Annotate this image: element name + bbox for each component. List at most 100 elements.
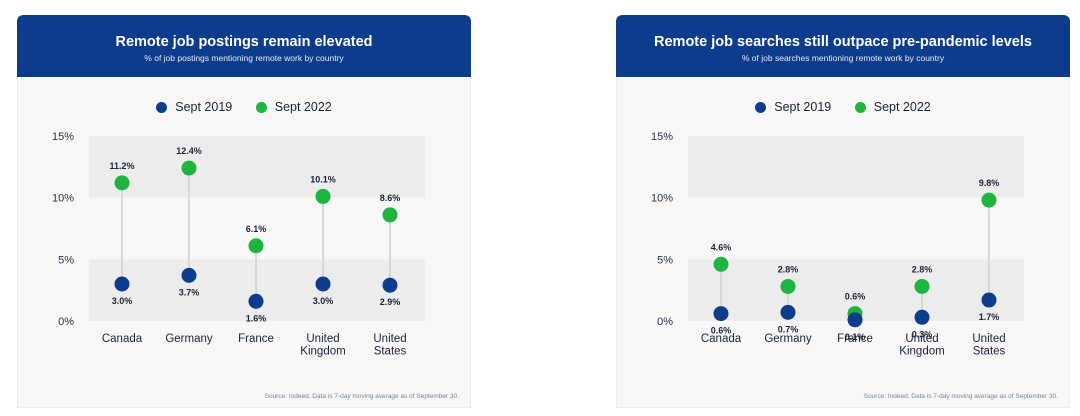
point-sept-2022 [382,207,398,223]
data-label-sept-2019: 2.9% [380,297,401,307]
dumbbell-france: 6.1% 1.6% France [238,224,274,345]
x-category-label-line: Germany [165,333,213,345]
point-sept-2019 [114,276,130,292]
legend-item-sept-2019: Sept 2019 [755,100,831,114]
x-category-label-line: Canada [102,333,143,345]
data-label-sept-2019: 0.6% [711,326,732,336]
dumbbell-canada: 4.6% 0.6%Canada [701,242,742,345]
data-label-sept-2019: 0.3% [912,329,933,339]
x-category-label: France [837,333,873,345]
dumbbell-germany: 12.4% 3.7% Germany [165,146,213,345]
y-tick-label: 10% [651,193,673,205]
chart-card-postings: Remote job postings remain elevated % of… [17,15,471,408]
point-sept-2022 [780,278,796,294]
source-note: Source: Indeed. Data is 7-day moving ave… [264,393,459,400]
data-label-sept-2022: 2.8% [912,264,933,274]
x-category-label-line: United [972,333,1005,345]
legend-marker-sept-2022 [854,101,866,113]
dumbbell-united-kingdom: 2.8% 0.3%United Kingdom [899,264,944,357]
data-label-sept-2022: 9.8% [979,178,1000,188]
point-sept-2022 [914,278,930,294]
legend-marker-sept-2022 [255,101,267,113]
chart-card-searches: Remote job searches still outpace pre-pa… [616,15,1070,408]
point-sept-2022 [713,256,729,272]
data-label-sept-2022: 4.6% [711,242,732,252]
band-10-15 [89,136,425,198]
x-category-label: United Kingdom [300,333,345,358]
y-axis-ticks: 0% 5% 10% 15% [52,131,74,328]
x-category-label: United States [972,333,1005,358]
x-category-label: Germany [165,333,213,345]
legend-label: Sept 2022 [274,100,332,114]
x-category-label: United Kingdom [899,333,944,358]
legend-label: Sept 2019 [175,100,233,114]
point-sept-2022 [114,175,130,191]
legend-item-sept-2019: Sept 2019 [156,100,232,114]
chart-legend: Sept 2019 Sept 2022 [17,100,471,116]
point-sept-2019 [382,277,398,293]
y-tick-label: 10% [52,193,74,205]
x-category-label-line: Kingdom [300,346,345,358]
source-note: Source: Indeed. Data is 7-day moving ave… [863,393,1058,400]
data-label-sept-2022: 0.6% [845,292,866,302]
data-label-sept-2019: 0.7% [778,324,799,334]
x-category-label: Germany [764,333,812,345]
x-category-label-line: States [973,346,1006,358]
x-category-label-line: France [238,333,274,345]
x-category-label-line: Kingdom [899,346,944,358]
legend-marker-sept-2019 [156,101,168,113]
data-label-sept-2019: 3.0% [112,296,133,306]
chart-title: Remote job postings remain elevated [115,34,373,50]
chart-legend: Sept 2019 Sept 2022 [616,100,1070,116]
x-category-label: Canada [701,333,742,345]
data-label-sept-2022: 2.8% [778,264,799,274]
legend-label: Sept 2019 [774,100,832,114]
point-sept-2019 [713,306,729,322]
point-sept-2022 [248,238,264,254]
data-label-sept-2019: 0.1% [845,332,866,342]
y-tick-label: 15% [52,131,74,143]
band-10-15 [688,136,1024,198]
legend-item-sept-2022: Sept 2022 [255,100,332,114]
data-label-sept-2019: 1.7% [979,312,1000,322]
x-category-label-line: Canada [701,333,742,345]
point-sept-2022 [315,188,331,204]
dumbbell-plot-postings: 0% 5% 10% 15% 11.2% 3.0% Canada 12.4% 3.7% German… [52,131,425,358]
data-label-sept-2019: 3.7% [179,287,200,297]
chart-header: Remote job postings remain elevated % of… [17,15,471,77]
x-category-label: Canada [102,333,143,345]
x-category-label: France [238,333,274,345]
point-sept-2022 [181,160,197,176]
x-category-label-line: United [905,333,938,345]
legend-marker-sept-2019 [755,101,767,113]
y-tick-label: 5% [58,254,74,266]
data-label-sept-2022: 8.6% [380,193,401,203]
x-category-label-line: France [837,333,873,345]
chart-header: Remote job searches still outpace pre-pa… [616,15,1070,77]
point-sept-2019 [248,293,264,309]
legend-item-sept-2022: Sept 2022 [854,100,931,114]
y-tick-label: 0% [657,316,673,328]
y-axis-ticks: 0% 5% 10% 15% [651,131,673,328]
data-label-sept-2019: 3.0% [313,296,334,306]
x-category-label-line: Germany [764,333,812,345]
point-sept-2019 [780,304,796,320]
dumbbell-france: 0.6% 0.1%France [837,292,873,345]
x-category-label: United States [373,333,406,358]
data-label-sept-2022: 6.1% [246,224,267,234]
dumbbell-plot-searches: 0%5%10%15%4.6%0.6%Canada2.8%0.7%Germany0… [651,131,1024,358]
dumbbell-united-kingdom: 10.1% 3.0% United Kingdom [300,174,345,357]
y-tick-label: 15% [651,131,673,143]
legend-label: Sept 2022 [873,100,931,114]
y-tick-label: 5% [657,254,673,266]
point-sept-2019 [981,292,997,308]
x-category-label-line: United [306,333,339,345]
data-label-sept-2022: 12.4% [176,146,202,156]
chart-subtitle: % of job searches mentioning remote work… [741,53,945,63]
y-tick-label: 0% [58,316,74,328]
point-sept-2019 [315,276,331,292]
dumbbell-united-states: 9.8% 1.7% United States [972,178,1005,357]
point-sept-2022 [981,192,997,208]
data-label-sept-2022: 11.2% [109,161,134,171]
chart-title: Remote job searches still outpace pre-pa… [654,34,1032,50]
